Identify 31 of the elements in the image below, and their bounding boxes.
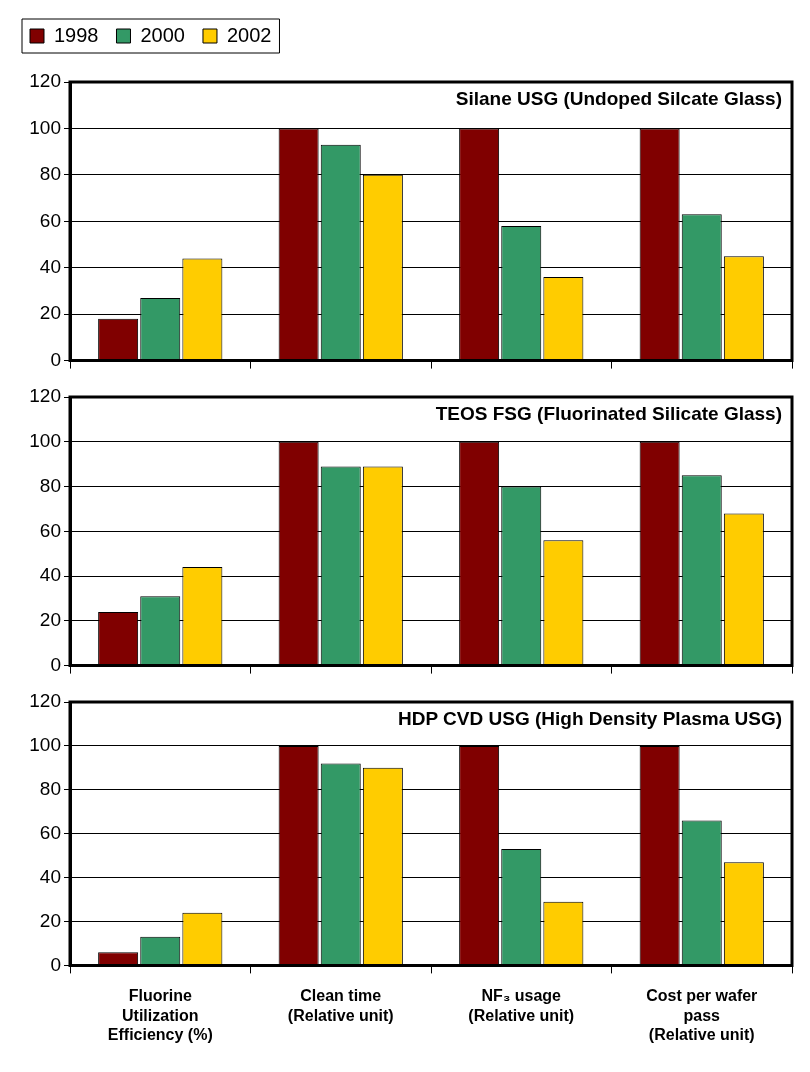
chart-title: TEOS FSG (Fluorinated Silicate Glass) [435, 402, 782, 424]
y-tick-label: 100 [29, 734, 61, 756]
legend-label: 2002 [226, 23, 272, 46]
y-tick-label: 40 [39, 865, 61, 887]
legend-label: 1998 [54, 23, 99, 46]
y-tick-label: 120 [29, 690, 61, 712]
x-tick-label: Cost per wafer pass (Relative unit) [646, 987, 758, 1043]
y-tick-label: 0 [50, 653, 61, 675]
legend-label: 2000 [140, 23, 185, 46]
chart-title: Silane USG (Undoped Silcate Glass) [455, 87, 782, 109]
y-tick-label: 60 [39, 519, 61, 541]
y-tick-label: 80 [39, 474, 61, 496]
y-tick-label: 80 [39, 778, 61, 800]
y-tick-label: 20 [39, 909, 61, 931]
x-tick-label: NF₃ usage (Relative unit) [468, 987, 575, 1024]
y-tick-label: 0 [50, 953, 61, 975]
y-tick-label: 60 [39, 209, 61, 231]
chart-title: HDP CVD USG (High Density Plasma USG) [398, 707, 782, 729]
y-tick-label: 0 [50, 348, 61, 370]
y-tick-label: 40 [39, 255, 61, 277]
y-tick-label: 20 [39, 302, 61, 324]
x-tick-label: Clean time (Relative unit) [287, 987, 394, 1024]
x-tick-label: Fluorine Utilization Efficiency (%) [107, 987, 213, 1043]
y-tick-label: 80 [39, 163, 61, 185]
y-tick-label: 20 [39, 609, 61, 631]
y-tick-label: 120 [29, 70, 61, 92]
y-tick-label: 60 [39, 821, 61, 843]
y-tick-label: 120 [29, 385, 61, 407]
y-tick-label: 40 [39, 564, 61, 586]
y-tick-label: 100 [29, 430, 61, 451]
y-tick-label: 100 [29, 116, 61, 138]
